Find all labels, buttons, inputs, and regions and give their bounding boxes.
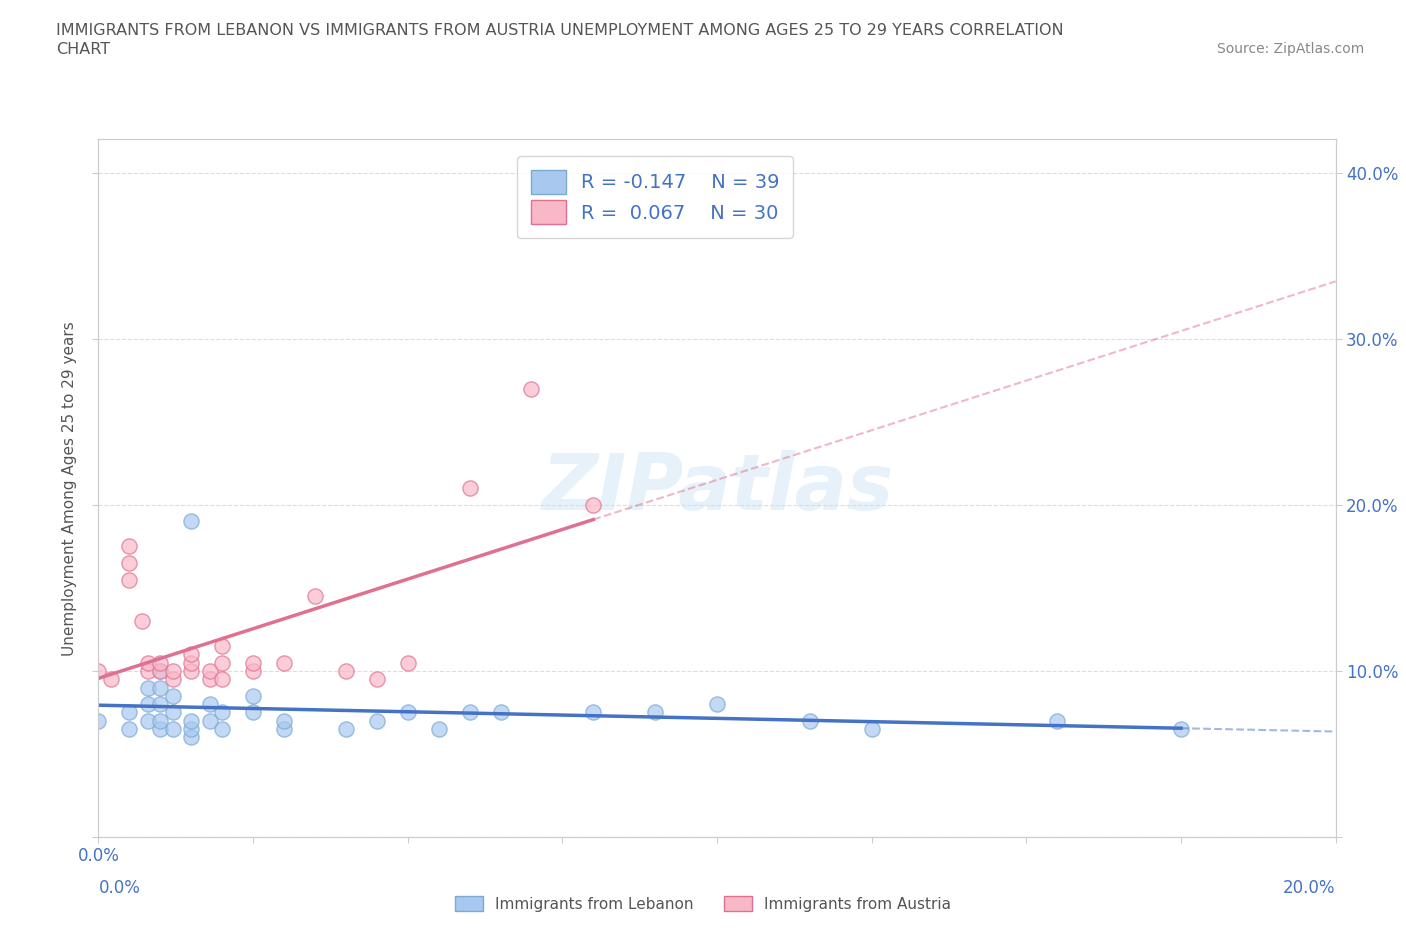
Point (644, 705, 666, 720)
Point (520, 381, 543, 396)
Point (100, 671, 122, 686)
Point (149, 663, 172, 678)
Point (211, 639, 233, 654)
Point (458, 705, 481, 720)
Point (162, 705, 184, 720)
Point (149, 697, 172, 711)
Y-axis label: Unemployment Among Ages 25 to 29 years: Unemployment Among Ages 25 to 29 years (62, 321, 77, 656)
Text: IMMIGRANTS FROM LEBANON VS IMMIGRANTS FROM AUSTRIA UNEMPLOYMENT AMONG AGES 25 TO: IMMIGRANTS FROM LEBANON VS IMMIGRANTS FR… (56, 23, 1064, 38)
Point (427, 722, 450, 737)
Text: Source: ZipAtlas.com: Source: ZipAtlas.com (1216, 42, 1364, 56)
Point (180, 656, 202, 671)
Point (118, 555, 141, 570)
Point (582, 498, 605, 512)
Point (87, 713, 110, 728)
Point (582, 705, 605, 720)
Legend: R = -0.147    N = 39, R =  0.067    N = 30: R = -0.147 N = 39, R = 0.067 N = 30 (517, 156, 793, 238)
Point (242, 705, 264, 720)
Point (149, 680, 172, 695)
Point (136, 680, 159, 695)
Legend: Immigrants from Lebanon, Immigrants from Austria: Immigrants from Lebanon, Immigrants from… (449, 889, 957, 918)
Point (198, 697, 221, 711)
Point (149, 713, 172, 728)
Point (180, 514, 202, 529)
Point (304, 589, 326, 604)
Point (366, 671, 388, 686)
Point (273, 656, 295, 671)
Point (211, 705, 233, 720)
Text: ZIPatlas: ZIPatlas (541, 450, 893, 526)
Point (211, 722, 233, 737)
Point (162, 722, 184, 737)
Point (118, 572, 141, 587)
Point (211, 671, 233, 686)
Point (860, 722, 883, 737)
Point (242, 663, 264, 678)
Point (180, 722, 202, 737)
Point (118, 705, 141, 720)
Point (131, 614, 153, 629)
Point (366, 713, 388, 728)
Point (162, 688, 184, 703)
Point (180, 713, 202, 728)
Point (136, 656, 159, 671)
Point (180, 647, 202, 662)
Point (799, 713, 821, 728)
Point (198, 713, 221, 728)
Point (198, 663, 221, 678)
Point (706, 697, 728, 711)
Point (118, 539, 141, 554)
Point (149, 663, 172, 678)
Point (118, 722, 141, 737)
Point (136, 663, 159, 678)
Point (180, 730, 202, 745)
Point (489, 705, 512, 720)
Point (273, 713, 295, 728)
Point (396, 656, 419, 671)
Point (149, 722, 172, 737)
Text: 0.0%: 0.0% (98, 879, 141, 897)
Point (211, 656, 233, 671)
Point (242, 688, 264, 703)
Point (273, 722, 295, 737)
Point (335, 663, 357, 678)
Point (335, 722, 357, 737)
Point (87, 663, 110, 678)
Point (242, 656, 264, 671)
Point (198, 671, 221, 686)
Point (458, 481, 481, 496)
Point (136, 713, 159, 728)
Text: CHART: CHART (56, 42, 110, 57)
Point (1170, 722, 1192, 737)
Point (162, 671, 184, 686)
Point (136, 697, 159, 711)
Point (396, 705, 419, 720)
Point (149, 656, 172, 671)
Point (180, 663, 202, 678)
Point (1046, 713, 1069, 728)
Point (162, 663, 184, 678)
Text: 20.0%: 20.0% (1284, 879, 1336, 897)
